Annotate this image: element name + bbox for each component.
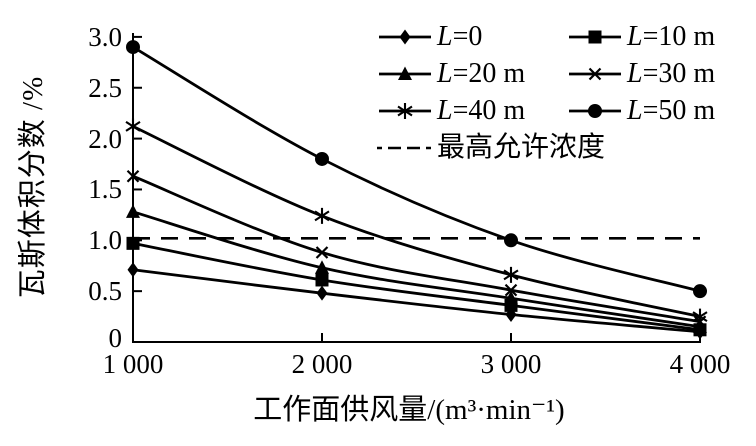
circle-marker-icon [315,151,329,166]
triangle-marker-icon [693,319,707,333]
square-marker-icon [569,30,621,44]
y-tick-label: 0 [108,323,123,353]
x-marker-icon [126,169,140,183]
circle-marker-icon [693,284,707,299]
triangle-marker-icon [504,290,518,305]
legend-label-l20: L=20 m [437,58,526,89]
diamond-marker-icon [379,29,431,45]
dashed-line-icon [377,146,433,150]
y-tick-label: 1.5 [88,174,122,205]
x-tick-label: 2 000 [291,349,353,379]
legend-label-threshold: 最高允许浓度 [437,132,606,163]
legend: L=0 L=10 m L=20 m L=30 m L=40 m L=50 m 最… [376,23,715,162]
legend-label-l10: L=10 m [627,21,716,52]
legend-label-l50: L=50 m [627,95,716,126]
y-tick-label: 0.5 [88,276,122,307]
square-marker-icon [315,273,329,287]
y-axis-title: 瓦斯体积分数 /% [17,75,49,299]
diamond-marker-icon [127,262,139,278]
y-tick-label: 3.0 [88,21,122,52]
series-line [132,241,701,332]
legend-label-l30: L=30 m [627,58,716,89]
y-tick-label: 2.5 [88,72,122,103]
series-line [132,268,701,334]
series-line [132,174,701,324]
x-tick-label: 3 000 [480,349,542,379]
x-tick-label: 4 000 [669,349,731,379]
square-marker-icon [588,30,602,44]
x-marker-icon [315,246,329,259]
asterisk-marker-icon [397,103,413,119]
legend-item-l20: L=20 m [376,60,566,88]
square-marker-icon [126,236,140,250]
y-tick-label: 2.0 [88,123,122,154]
circle-marker-icon [588,104,602,118]
circle-marker-icon [504,233,518,248]
x-tick-label: 1 000 [102,349,164,379]
x-marker-icon [588,67,602,81]
circle-marker-icon [126,40,140,55]
asterisk-marker-icon [125,118,141,135]
y-tick-label: 1.0 [88,225,122,256]
legend-item-l40: L=40 m [376,97,566,125]
triangle-marker-icon [126,204,140,218]
diamond-marker-icon [316,285,328,301]
series-line [132,45,701,293]
series-line [132,125,701,318]
diamond-marker-icon [399,29,411,45]
legend-label-l40: L=40 m [437,95,526,126]
asterisk-marker-icon [503,266,519,283]
legend-item-l30: L=30 m [566,60,715,88]
legend-item-l0: L=0 [376,23,566,51]
legend-item-threshold: 最高允许浓度 [376,134,715,162]
legend-label-l0: L=0 [437,21,483,52]
asterisk-marker-icon [692,308,708,325]
x-marker-icon [569,67,621,81]
triangle-marker-icon [315,260,329,274]
series-line [132,210,701,329]
circle-marker-icon [569,104,621,118]
triangle-marker-icon [379,66,431,80]
x-axis-title: 工作面供风量/(m³·min⁻¹) [253,394,565,426]
asterisk-marker-icon [379,103,431,119]
asterisk-marker-icon [314,207,330,224]
legend-item-l10: L=10 m [566,23,715,51]
x-marker-icon [504,283,518,297]
legend-item-l50: L=50 m [566,97,715,125]
triangle-marker-icon [398,66,412,80]
